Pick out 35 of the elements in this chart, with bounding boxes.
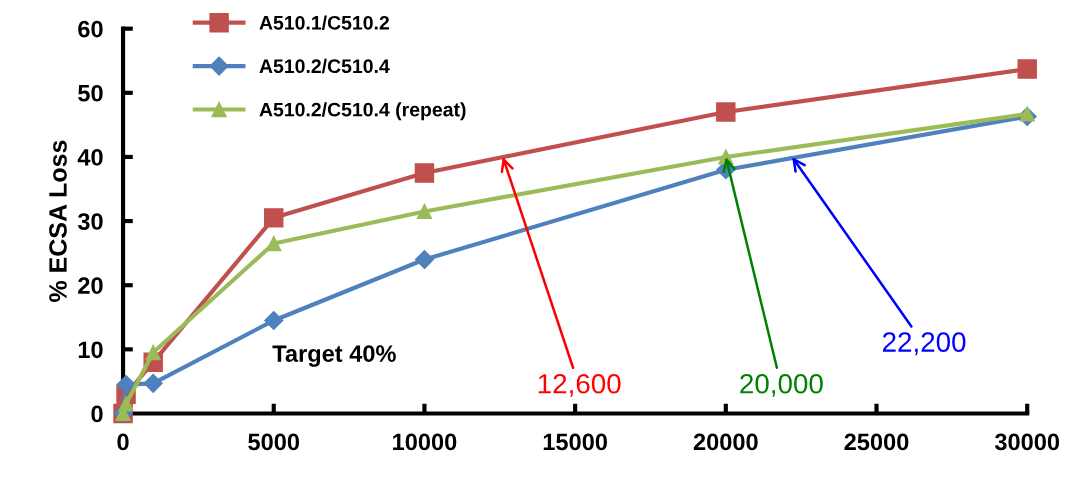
y-tick-label: 10: [78, 341, 103, 359]
annotation: 12,600: [538, 373, 621, 397]
annotation: 22,200: [882, 332, 966, 356]
point: [1017, 59, 1037, 79]
y-tick-label: 50: [78, 84, 103, 102]
x-tick-label: 5000: [248, 433, 300, 451]
x-tick-label: 20000: [693, 433, 758, 451]
point: [414, 163, 435, 183]
point: [1019, 106, 1035, 122]
legend-label: A510.2/C510.4: [259, 58, 390, 74]
legend-label: A510.2/C510.4 (repeat): [259, 102, 466, 121]
annotation: 20,000: [740, 373, 823, 397]
legend-label: A510.1/C510.2: [259, 15, 389, 30]
annotation: Target 40%: [272, 345, 396, 367]
point: [145, 344, 161, 361]
point: [264, 310, 284, 331]
y-tick-label: 40: [77, 149, 103, 166]
x-tick-label: 15000: [543, 433, 607, 451]
point: [116, 375, 136, 395]
point: [264, 208, 284, 228]
point: [266, 235, 282, 252]
point: [118, 396, 134, 412]
y-axis-title: % ECSA Loss: [49, 140, 67, 302]
x-tick-label: 0: [117, 433, 129, 451]
y-tick-label: 20: [78, 277, 103, 294]
x-tick-label: 25000: [844, 433, 909, 451]
y-tick-label: 30: [77, 213, 103, 230]
x-tick-label: 30000: [994, 433, 1060, 451]
point: [716, 102, 736, 122]
y-tick-label: 60: [78, 20, 103, 38]
point: [143, 373, 163, 393]
point: [414, 250, 434, 270]
point: [416, 203, 433, 220]
x-tick-label: 10000: [393, 433, 457, 451]
y-tick-label: 0: [91, 405, 103, 423]
